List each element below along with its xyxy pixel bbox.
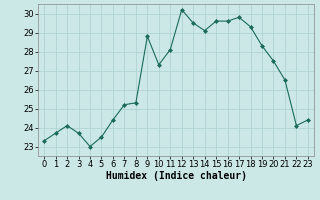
X-axis label: Humidex (Indice chaleur): Humidex (Indice chaleur) (106, 171, 246, 181)
